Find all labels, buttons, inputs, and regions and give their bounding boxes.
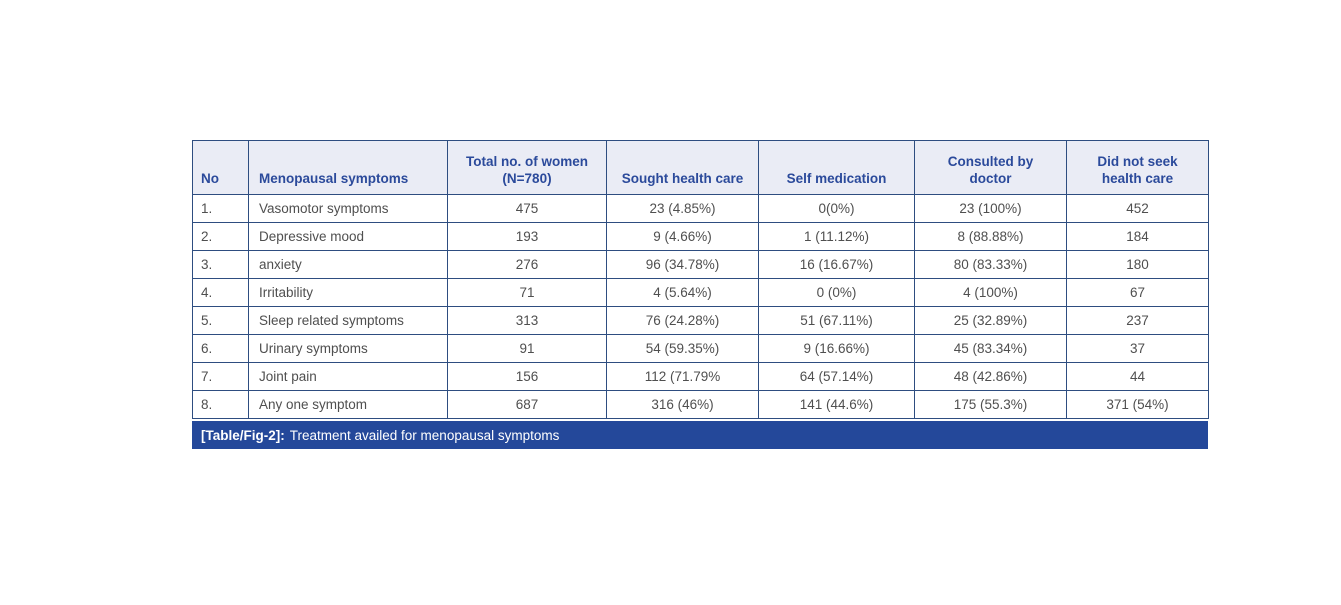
table-cell: 452 [1066,194,1209,223]
table-cell: 8. [192,390,249,419]
table-cell: 316 (46%) [606,390,759,419]
table-cell: 23 (100%) [914,194,1067,223]
table-cell: 2. [192,222,249,251]
table-cell: 0 (0%) [758,278,915,307]
table-row: 6. Urinary symptoms 91 54 (59.35%) 9 (16.66%… [192,334,1209,363]
table-cell: 54 (59.35%) [606,334,759,363]
table-cell: 37 [1066,334,1209,363]
table-cell: 371 (54%) [1066,390,1209,419]
table-cell: 180 [1066,250,1209,279]
column-header-3: Sought health care [606,140,759,195]
table-body: 1. Vasomotor symptoms 475 23 (4.85%) 0(0%) 23… [192,194,1209,419]
table-cell: 7. [192,362,249,391]
table-cell: 6. [192,334,249,363]
table-cell: 23 (4.85%) [606,194,759,223]
table-row: 2. Depressive mood 193 9 (4.66%) 1 (11.12%) 8… [192,222,1209,251]
table-cell: 4 (5.64%) [606,278,759,307]
table-cell: 1 (11.12%) [758,222,915,251]
table-figure: No Menopausal symptoms Total no. of women … [192,140,1209,449]
column-header-1: Menopausal symptoms [248,140,448,195]
table-cell: 0(0%) [758,194,915,223]
table-cell: 193 [447,222,607,251]
table-cell: 475 [447,194,607,223]
table-cell: 237 [1066,306,1209,335]
table-cell: Sleep related symptoms [248,306,448,335]
table-cell: 91 [447,334,607,363]
table-row: 1. Vasomotor symptoms 475 23 (4.85%) 0(0%) 23… [192,194,1209,223]
table-cell: 25 (32.89%) [914,306,1067,335]
table-header: No Menopausal symptoms Total no. of women … [192,140,1209,195]
table-caption: [Table/Fig-2]: Treatment availed for men… [192,421,1208,449]
table-cell: 5. [192,306,249,335]
table-cell: Joint pain [248,362,448,391]
table-cell: 313 [447,306,607,335]
table-cell: Any one symptom [248,390,448,419]
table-cell: 3. [192,250,249,279]
table-cell: 4 (100%) [914,278,1067,307]
table-cell: 67 [1066,278,1209,307]
table-cell: 64 (57.14%) [758,362,915,391]
table-cell: Depressive mood [248,222,448,251]
table-cell: 156 [447,362,607,391]
table-cell: Urinary symptoms [248,334,448,363]
table-cell: 175 (55.3%) [914,390,1067,419]
table-row: 5. Sleep related symptoms 313 76 (24.28%) 51… [192,306,1209,335]
column-header-2: Total no. of women (N=780) [447,140,607,195]
table-cell: 112 (71.79% [606,362,759,391]
table-cell: anxiety [248,250,448,279]
table-cell: 9 (16.66%) [758,334,915,363]
table-cell: 44 [1066,362,1209,391]
caption-text: Treatment availed for menopausal symptom… [289,427,560,443]
column-header-6: Did not seek health care [1066,140,1209,195]
table-cell: 45 (83.34%) [914,334,1067,363]
table-cell: 8 (88.88%) [914,222,1067,251]
column-header-0: No [192,140,249,195]
table-cell: 1. [192,194,249,223]
table-cell: 71 [447,278,607,307]
table-cell: 276 [447,250,607,279]
table-cell: 80 (83.33%) [914,250,1067,279]
caption-label: [Table/Fig-2]: [201,427,285,443]
table-row: 3. anxiety 276 96 (34.78%) 16 (16.67%) 80 (83… [192,250,1209,279]
treatment-table: No Menopausal symptoms Total no. of women … [192,140,1209,419]
table-cell: 48 (42.86%) [914,362,1067,391]
table-row: 4. Irritability 71 4 (5.64%) 0 (0%) 4 (100%) 6… [192,278,1209,307]
table-cell: 687 [447,390,607,419]
table-row: 7. Joint pain 156 112 (71.79% 64 (57.14%) 48 … [192,362,1209,391]
table-cell: 96 (34.78%) [606,250,759,279]
table-cell: 9 (4.66%) [606,222,759,251]
column-header-4: Self medication [758,140,915,195]
table-cell: 4. [192,278,249,307]
table-cell: Irritability [248,278,448,307]
table-cell: 76 (24.28%) [606,306,759,335]
table-cell: 16 (16.67%) [758,250,915,279]
table-header-row: No Menopausal symptoms Total no. of women … [192,140,1209,195]
table-row: 8. Any one symptom 687 316 (46%) 141 (44.6%)… [192,390,1209,419]
column-header-5: Consulted by doctor [914,140,1067,195]
table-cell: 184 [1066,222,1209,251]
table-cell: 51 (67.11%) [758,306,915,335]
table-cell: Vasomotor symptoms [248,194,448,223]
table-cell: 141 (44.6%) [758,390,915,419]
